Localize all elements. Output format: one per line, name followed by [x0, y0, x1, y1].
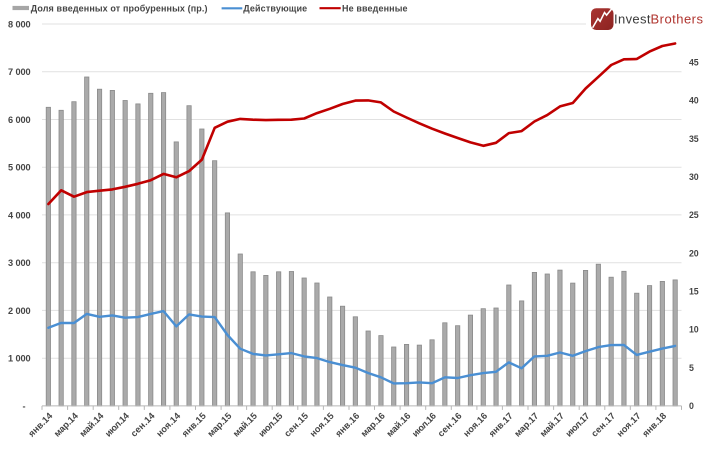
svg-text:-: -	[23, 401, 26, 411]
svg-text:Действующие: Действующие	[243, 3, 307, 13]
svg-text:Доля введенных от пробуренных: Доля введенных от пробуренных (пр.)	[31, 3, 208, 13]
svg-text:Brothers: Brothers	[651, 11, 704, 26]
svg-text:5: 5	[689, 363, 694, 373]
svg-text:Не введенные: Не введенные	[342, 3, 408, 13]
svg-text:40: 40	[689, 96, 699, 106]
svg-text:35: 35	[689, 134, 699, 144]
svg-text:7 000: 7 000	[8, 67, 31, 77]
svg-text:8 000: 8 000	[8, 19, 31, 29]
svg-text:6 000: 6 000	[8, 115, 31, 125]
svg-text:Invest: Invest	[614, 11, 651, 26]
svg-text:1 000: 1 000	[8, 354, 31, 364]
svg-text:25: 25	[689, 210, 699, 220]
svg-text:5 000: 5 000	[8, 163, 31, 173]
svg-text:2 000: 2 000	[8, 306, 31, 316]
svg-text:4 000: 4 000	[8, 210, 31, 220]
svg-text:20: 20	[689, 248, 699, 258]
svg-text:10: 10	[689, 325, 699, 335]
svg-text:0: 0	[689, 401, 694, 411]
svg-text:30: 30	[689, 172, 699, 182]
svg-text:3 000: 3 000	[8, 258, 31, 268]
svg-text:45: 45	[689, 57, 699, 67]
svg-text:15: 15	[689, 287, 699, 297]
